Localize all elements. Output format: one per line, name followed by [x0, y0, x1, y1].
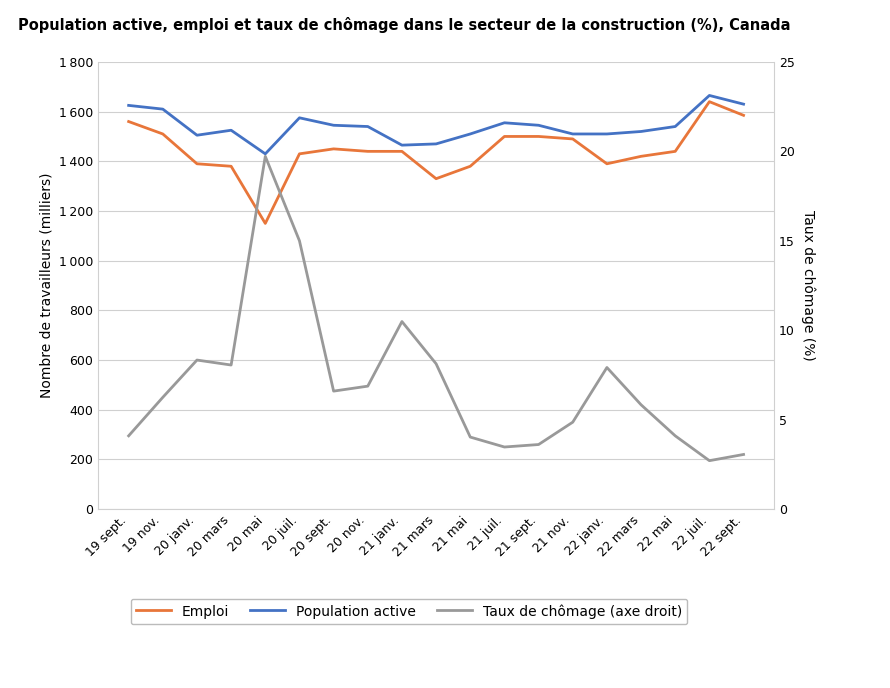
- Population active: [704, 92, 715, 100]
- Taux de chômage (axe droit): [191, 356, 202, 364]
- Line: Taux de chômage (axe droit): Taux de chômage (axe droit): [129, 156, 743, 461]
- Population active: [635, 127, 646, 136]
- Emploi: [602, 160, 612, 168]
- Emploi: [704, 98, 715, 106]
- Taux de chômage (axe droit): [670, 431, 681, 440]
- Emploi: [294, 150, 304, 158]
- Emploi: [226, 162, 237, 171]
- Population active: [260, 150, 271, 158]
- Line: Emploi: Emploi: [129, 102, 743, 224]
- Emploi: [260, 219, 271, 228]
- Emploi: [568, 135, 579, 143]
- Taux de chômage (axe droit): [533, 440, 544, 449]
- Y-axis label: Nombre de travailleurs (milliers): Nombre de travailleurs (milliers): [39, 173, 53, 398]
- Taux de chômage (axe droit): [499, 443, 510, 451]
- Taux de chômage (axe droit): [158, 394, 168, 402]
- Population active: [499, 118, 510, 127]
- Taux de chômage (axe droit): [397, 317, 408, 325]
- Taux de chômage (axe droit): [362, 382, 373, 390]
- Emploi: [670, 147, 681, 155]
- Population active: [465, 130, 475, 138]
- Emploi: [499, 132, 510, 140]
- Taux de chômage (axe droit): [294, 237, 304, 245]
- Emploi: [328, 144, 339, 153]
- Population active: [124, 101, 134, 109]
- Population active: [670, 122, 681, 131]
- Emploi: [635, 152, 646, 160]
- Emploi: [158, 130, 168, 138]
- Emploi: [465, 162, 475, 171]
- Taux de chômage (axe droit): [124, 431, 134, 440]
- Emploi: [738, 111, 748, 120]
- Text: Population active, emploi et taux de chômage dans le secteur de la construction : Population active, emploi et taux de chô…: [18, 17, 790, 33]
- Population active: [294, 114, 304, 122]
- Taux de chômage (axe droit): [704, 457, 715, 465]
- Taux de chômage (axe droit): [260, 152, 271, 160]
- Taux de chômage (axe droit): [602, 363, 612, 372]
- Y-axis label: Taux de chômage (%): Taux de chômage (%): [801, 210, 816, 361]
- Taux de chômage (axe droit): [635, 400, 646, 409]
- Population active: [738, 100, 748, 108]
- Taux de chômage (axe droit): [738, 451, 748, 459]
- Population active: [362, 122, 373, 131]
- Population active: [431, 140, 441, 148]
- Emploi: [397, 147, 408, 155]
- Emploi: [124, 118, 134, 126]
- Emploi: [362, 147, 373, 155]
- Emploi: [191, 160, 202, 168]
- Population active: [328, 121, 339, 129]
- Taux de chômage (axe droit): [431, 360, 441, 368]
- Population active: [602, 130, 612, 138]
- Population active: [568, 130, 579, 138]
- Taux de chômage (axe droit): [465, 433, 475, 441]
- Legend: Emploi, Population active, Taux de chômage (axe droit): Emploi, Population active, Taux de chôma…: [131, 599, 687, 625]
- Population active: [191, 131, 202, 140]
- Line: Population active: Population active: [129, 96, 743, 154]
- Population active: [397, 141, 408, 149]
- Population active: [226, 126, 237, 134]
- Emploi: [431, 175, 441, 183]
- Emploi: [533, 132, 544, 140]
- Taux de chômage (axe droit): [226, 361, 237, 369]
- Taux de chômage (axe droit): [328, 387, 339, 395]
- Population active: [158, 105, 168, 114]
- Taux de chômage (axe droit): [568, 418, 579, 427]
- Population active: [533, 121, 544, 129]
